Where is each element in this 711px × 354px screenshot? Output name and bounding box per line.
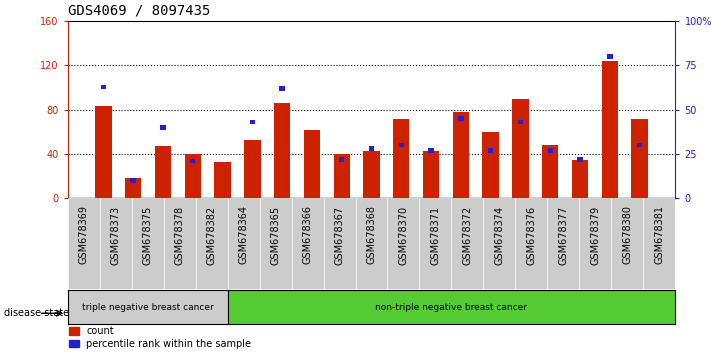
Bar	[274, 103, 290, 198]
Bar	[483, 132, 499, 198]
Text: GSM678380: GSM678380	[622, 205, 633, 264]
Bar	[292, 198, 324, 289]
Bar	[515, 198, 547, 289]
Bar	[579, 198, 611, 289]
Bar	[393, 119, 410, 198]
Text: GSM678366: GSM678366	[302, 205, 313, 264]
Bar	[387, 198, 419, 289]
Bar	[637, 143, 642, 147]
Bar	[631, 119, 648, 198]
Bar	[164, 198, 196, 289]
Bar	[339, 157, 344, 161]
Text: GSM678376: GSM678376	[526, 205, 537, 264]
Bar	[643, 198, 675, 289]
Text: GSM678382: GSM678382	[206, 205, 217, 264]
Bar	[602, 61, 618, 198]
Bar	[132, 198, 164, 289]
Bar	[333, 154, 350, 198]
Text: GSM678373: GSM678373	[110, 205, 121, 264]
Text: GSM678371: GSM678371	[430, 205, 441, 264]
Bar	[214, 162, 231, 198]
Text: GSM678381: GSM678381	[654, 205, 665, 264]
Bar	[458, 116, 464, 121]
Text: disease state: disease state	[4, 308, 69, 318]
Text: non-triple negative breast cancer: non-triple negative breast cancer	[375, 303, 528, 312]
Bar	[95, 107, 112, 198]
Bar	[577, 157, 583, 161]
Bar	[399, 143, 404, 147]
Text: GSM678375: GSM678375	[142, 205, 153, 265]
Text: GSM678379: GSM678379	[590, 205, 601, 264]
Bar	[304, 130, 320, 198]
Bar	[250, 120, 255, 124]
Bar	[68, 198, 100, 289]
Text: GSM678364: GSM678364	[238, 205, 249, 264]
Bar	[542, 145, 558, 198]
Bar	[488, 148, 493, 153]
Bar	[260, 198, 292, 289]
Bar	[279, 86, 285, 91]
Text: GDS4069 / 8097435: GDS4069 / 8097435	[68, 3, 210, 17]
Bar	[196, 198, 228, 289]
Text: GSM678377: GSM678377	[558, 205, 569, 265]
Bar	[100, 198, 132, 289]
Text: GSM678378: GSM678378	[174, 205, 185, 264]
Bar	[419, 198, 451, 289]
Text: GSM678372: GSM678372	[462, 205, 473, 265]
Text: GSM678365: GSM678365	[270, 205, 281, 264]
Text: GSM678368: GSM678368	[366, 205, 377, 264]
Bar	[369, 147, 374, 151]
Text: GSM678374: GSM678374	[494, 205, 505, 264]
Bar	[324, 198, 356, 289]
Bar	[155, 146, 171, 198]
Legend: count, percentile rank within the sample: count, percentile rank within the sample	[69, 326, 252, 349]
Bar	[160, 125, 166, 130]
Text: GSM678367: GSM678367	[334, 205, 345, 264]
Bar	[185, 154, 201, 198]
Bar	[611, 198, 643, 289]
Bar	[423, 151, 439, 198]
Bar	[125, 178, 141, 198]
Bar	[483, 198, 515, 289]
Bar	[244, 139, 260, 198]
Bar	[518, 120, 523, 124]
Bar	[101, 85, 106, 89]
Text: GSM678370: GSM678370	[398, 205, 409, 264]
Bar	[451, 198, 483, 289]
Bar	[607, 55, 612, 59]
Bar	[453, 112, 469, 198]
Bar	[363, 151, 380, 198]
Bar	[131, 178, 136, 183]
Bar	[228, 198, 260, 289]
Bar	[429, 148, 434, 153]
Bar	[356, 198, 387, 289]
Text: GSM678369: GSM678369	[78, 205, 89, 264]
Bar	[547, 148, 553, 153]
Text: triple negative breast cancer: triple negative breast cancer	[82, 303, 213, 312]
Bar	[547, 198, 579, 289]
Bar	[572, 160, 588, 198]
Bar	[512, 99, 529, 198]
Bar	[190, 159, 196, 163]
